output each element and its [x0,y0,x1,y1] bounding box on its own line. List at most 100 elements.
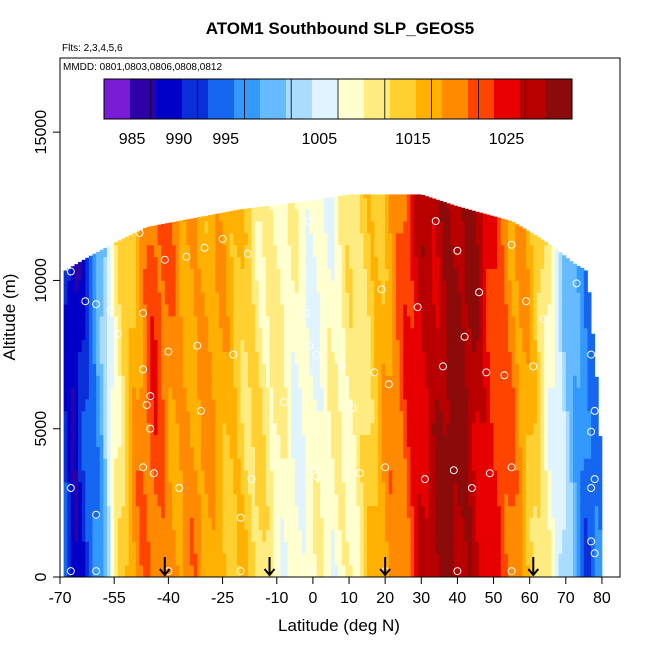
heatmap-cell [428,399,433,412]
heatmap-cell [363,351,368,364]
heatmap-cell [461,470,466,483]
heatmap-cell [544,244,549,258]
heatmap-cell [450,493,455,507]
heatmap-cell [312,399,317,412]
heatmap-cell [287,541,292,554]
heatmap-cell [374,458,379,471]
heatmap-cell [580,268,585,269]
heatmap-cell [349,529,354,542]
heatmap-cell [349,244,354,258]
heatmap-cell [352,256,357,269]
heatmap-cell [265,221,270,234]
heatmap-cell [475,327,480,341]
colorbar-swatch [442,79,469,119]
x-tick-label: 70 [557,590,575,607]
heatmap-cell [406,505,411,519]
heatmap-cell [110,410,115,424]
heatmap-cell [359,280,364,293]
heatmap-cell [381,482,386,495]
heatmap-cell [551,268,556,281]
heatmap-cell [356,280,361,293]
heatmap-cell [482,268,487,281]
heatmap-cell [186,256,191,269]
heatmap-cell [359,529,364,542]
heatmap-cell [237,232,242,246]
heatmap-cell [117,458,122,471]
heatmap-cell [273,505,278,519]
heatmap-cell [269,232,274,246]
heatmap-cell [251,232,256,246]
heatmap-cell [157,224,162,234]
heatmap-cell [305,256,310,269]
heatmap-cell [374,244,379,258]
heatmap-cell [334,363,339,376]
heatmap-cell [146,529,151,542]
heatmap-cell [63,541,68,554]
heatmap-cell [70,266,75,269]
heatmap-cell [493,553,498,566]
heatmap-cell [497,470,502,483]
heatmap-cell [78,304,83,317]
heatmap-cell [323,541,328,554]
heatmap-cell [464,410,469,424]
heatmap-cell [99,268,104,281]
heatmap-cell [193,399,198,412]
heatmap-cell [442,517,447,530]
heatmap-cell [396,316,401,329]
heatmap-cell [103,565,108,578]
heatmap-cell [74,363,79,376]
heatmap-cell [428,209,433,222]
heatmap-cell [421,565,426,578]
heatmap-cell [229,256,234,269]
heatmap-cell [457,541,462,554]
heatmap-cell [338,197,343,210]
heatmap-cell [211,517,216,530]
heatmap-cell [78,482,83,495]
heatmap-cell [363,316,368,329]
heatmap-cell [110,304,115,317]
heatmap-cell [511,410,516,424]
heatmap-cell [518,316,523,329]
heatmap-cell [175,351,180,364]
heatmap-cell [179,410,184,424]
heatmap-cell [182,268,187,281]
heatmap-cell [508,529,513,542]
heatmap-cell [536,244,541,258]
heatmap-cell [190,304,195,317]
heatmap-cell [377,292,382,305]
heatmap-cell [222,434,227,447]
heatmap-cell [554,316,559,329]
heatmap-cell [78,541,83,554]
heatmap-cell [388,256,393,269]
heatmap-cell [208,268,213,281]
heatmap-cell [186,541,191,554]
heatmap-cell [146,446,151,459]
heatmap-cell [157,422,162,436]
heatmap-cell [482,387,487,400]
heatmap-cell [515,529,520,542]
heatmap-cell [70,529,75,542]
heatmap-cell [598,529,603,542]
heatmap-cell [406,232,411,246]
heatmap-cell [255,339,260,352]
heatmap-cell [312,339,317,352]
heatmap-cell [302,565,307,578]
heatmap-cell [327,375,332,388]
heatmap-cell [302,458,307,471]
heatmap-cell [479,410,484,424]
heatmap-cell [385,194,390,198]
heatmap-cell [388,446,393,459]
heatmap-cell [323,280,328,293]
heatmap-cell [370,280,375,293]
heatmap-cell [193,268,198,281]
heatmap-cell [327,244,332,258]
heatmap-cell [291,292,296,305]
heatmap-cell [591,333,596,341]
heatmap-cell [500,256,505,269]
heatmap-cell [63,280,68,293]
heatmap-cell [551,256,556,269]
heatmap-cell [208,470,213,483]
heatmap-cell [345,197,350,210]
heatmap-cell [334,505,339,519]
heatmap-cell [88,268,93,281]
